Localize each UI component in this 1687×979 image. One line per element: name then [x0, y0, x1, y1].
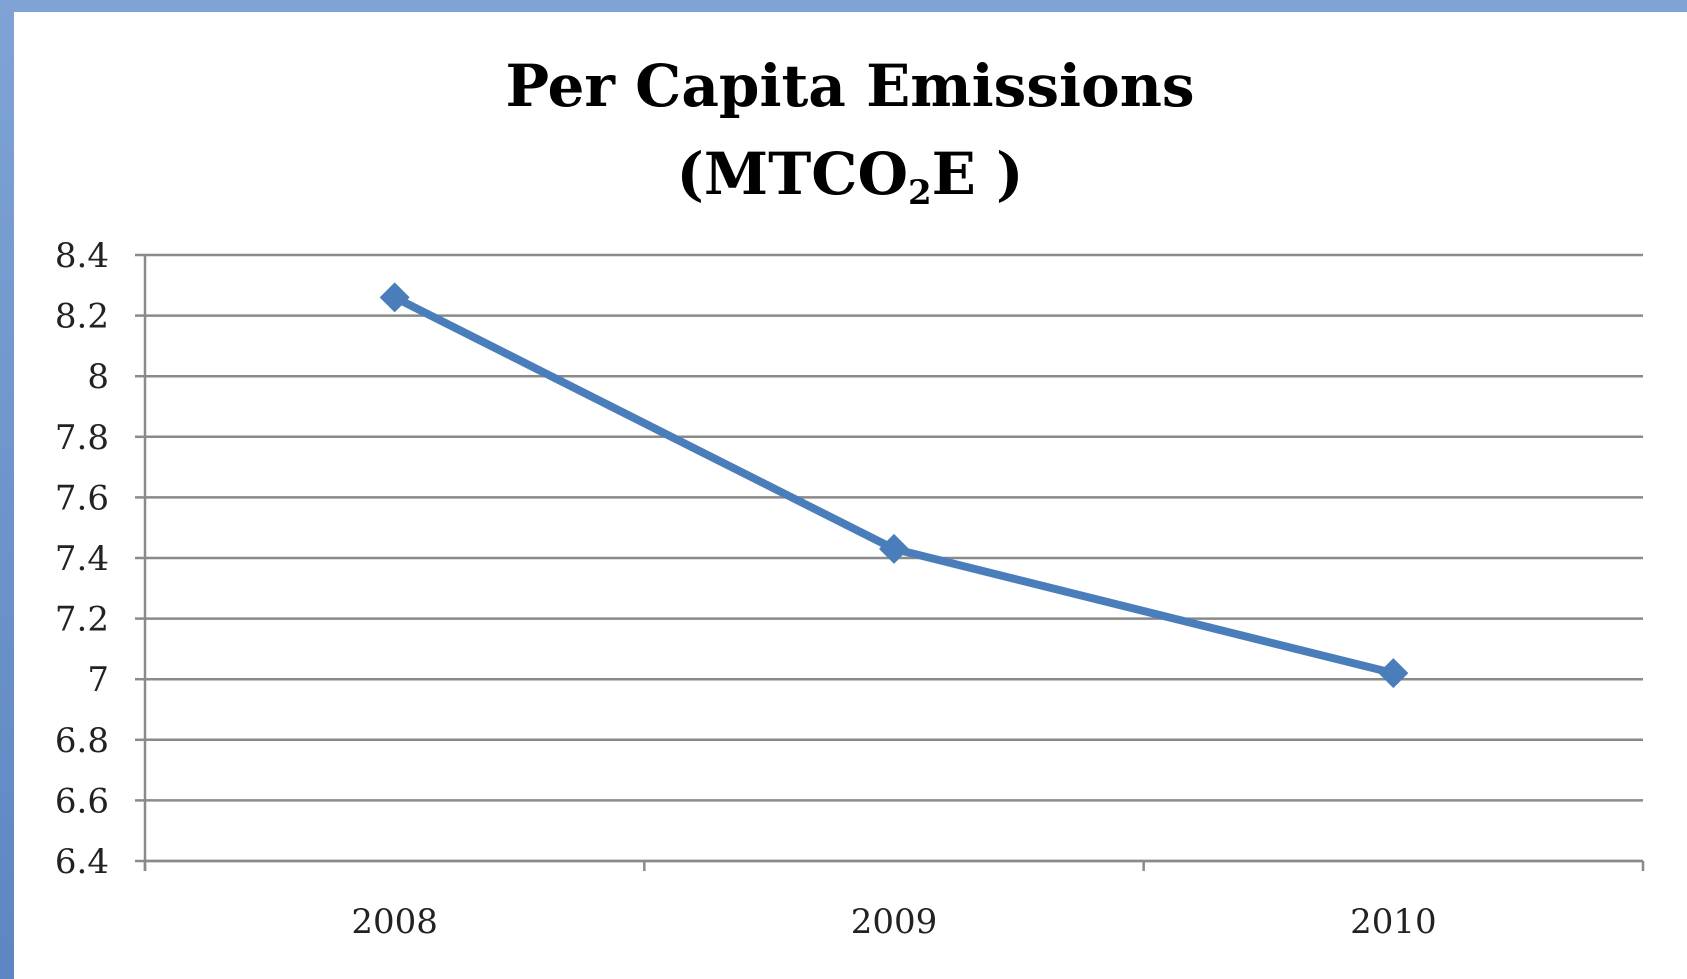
data-point-marker: [379, 282, 410, 313]
y-tick-label: 7: [87, 660, 109, 700]
y-tick-label: 8.2: [55, 297, 109, 337]
x-axis-tick-labels: 2008 2009 2010: [351, 902, 1436, 942]
chart-title-unit-subscript: 2: [907, 173, 932, 213]
axes: [135, 253, 1645, 871]
x-tick-label: 2009: [851, 902, 938, 942]
data-point-marker: [1378, 658, 1409, 689]
y-axis-tick-labels: 8.4 8.2 8 7.8 7.6 7.4 7.2 7 6.8 6.6 6.4: [55, 236, 109, 882]
chart-title-unit-suffix: E ): [931, 140, 1024, 208]
y-tick-label: 7.8: [55, 418, 109, 458]
series-line: [390, 293, 1398, 678]
y-tick-label: 8: [87, 357, 109, 397]
data-point-marker: [879, 533, 909, 564]
chart-title-unit-prefix: (MTCO: [676, 140, 908, 208]
y-tick-label: 8.4: [55, 236, 109, 276]
chart-background: [14, 12, 1687, 979]
chart-title: Per Capita Emissions (MTCO2E ): [0, 42, 1687, 218]
x-tick-label: 2008: [351, 902, 438, 942]
chart-title-line1: Per Capita Emissions: [505, 52, 1195, 120]
y-tick-label: 6.8: [55, 721, 109, 761]
x-tick-label: 2010: [1350, 902, 1437, 942]
chart-title-line2: (MTCO2E ): [0, 130, 1687, 218]
y-tick-label: 7.6: [55, 478, 109, 518]
y-tick-label: 6.4: [55, 842, 109, 882]
series: [379, 282, 1409, 689]
y-tick-label: 6.6: [55, 781, 109, 821]
y-tick-label: 7.4: [55, 539, 109, 579]
y-tick-label: 7.2: [55, 600, 109, 640]
